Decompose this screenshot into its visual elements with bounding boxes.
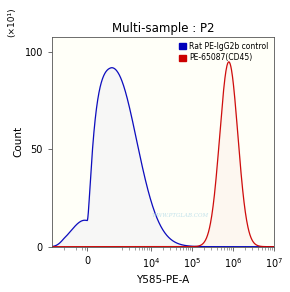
- Text: (×10¹): (×10¹): [8, 7, 17, 36]
- X-axis label: Y585-PE-A: Y585-PE-A: [136, 275, 190, 285]
- Title: Multi-sample : P2: Multi-sample : P2: [112, 22, 214, 35]
- Text: WWW.PTGLAB.COM: WWW.PTGLAB.COM: [152, 213, 209, 218]
- Y-axis label: Count: Count: [13, 126, 23, 157]
- Legend: Rat PE-IgG2b control, PE-65087(CD45): Rat PE-IgG2b control, PE-65087(CD45): [177, 40, 270, 64]
